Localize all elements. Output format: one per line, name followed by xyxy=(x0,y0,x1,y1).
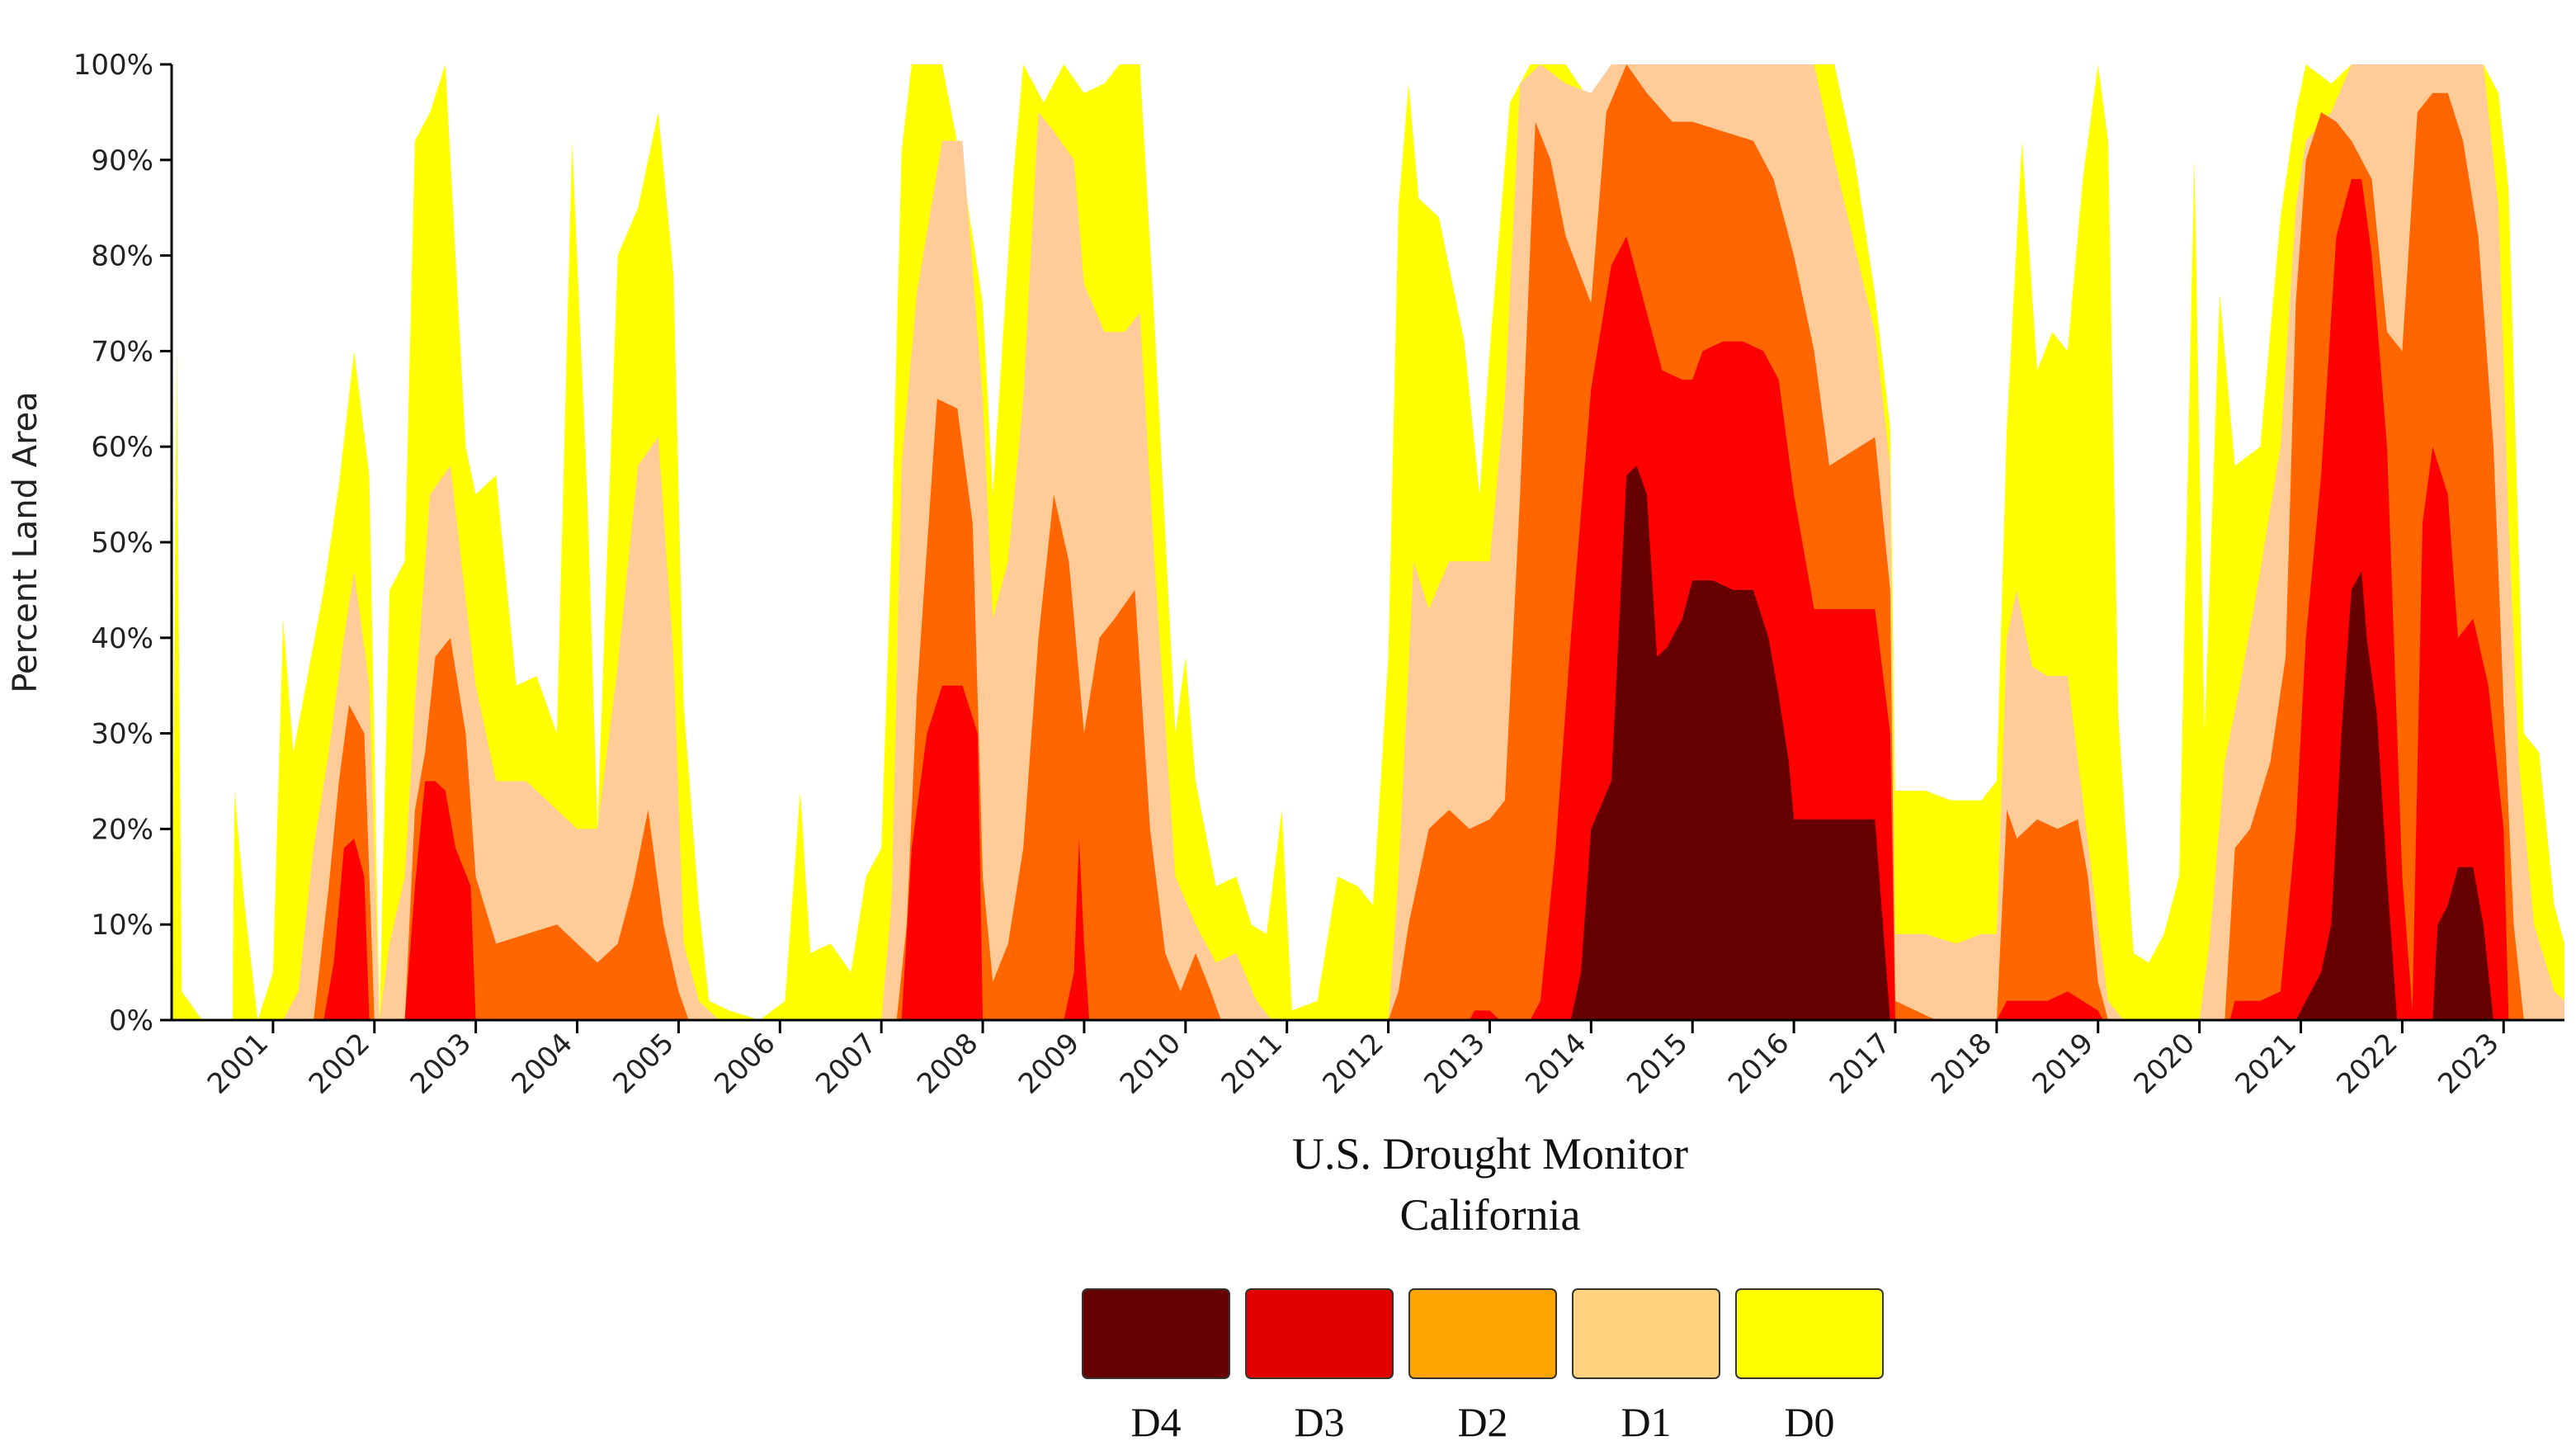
y-tick-label: 60% xyxy=(91,431,153,464)
y-tick-label: 30% xyxy=(91,718,153,751)
x-tick-label: 2021 xyxy=(2229,1027,2302,1100)
x-tick-label: 2009 xyxy=(1012,1027,1086,1100)
x-tick-label: 2019 xyxy=(2026,1027,2100,1100)
legend-swatch-d4 xyxy=(1082,1288,1230,1379)
chart-title: U.S. Drought Monitor xyxy=(1292,1129,1688,1179)
y-tick-label: 70% xyxy=(91,335,153,368)
x-tick-label: 2020 xyxy=(2128,1027,2201,1100)
x-tick-label: 2003 xyxy=(404,1027,478,1100)
legend: D4 D3 D2 D1 D0 xyxy=(1082,1288,1884,1441)
x-tick-label: 2013 xyxy=(1418,1027,1491,1100)
legend-label-d3: D3 xyxy=(1294,1399,1344,1441)
chart-subtitle: California xyxy=(1400,1190,1581,1240)
y-tick-label: 0% xyxy=(109,1004,153,1037)
y-tick-label: 20% xyxy=(91,813,153,846)
x-tick-label: 2016 xyxy=(1722,1027,1795,1100)
x-tick-label: 2023 xyxy=(2432,1027,2505,1100)
x-tick-label: 2012 xyxy=(1316,1027,1389,1100)
y-axis-label: Percent Land Area xyxy=(7,391,45,693)
x-tick-label: 2007 xyxy=(809,1027,883,1100)
x-tick-label: 2011 xyxy=(1215,1027,1289,1100)
x-ticks: 2001 2002 2003 2004 2005 2006 2007 2008 2009 2010… xyxy=(201,1020,2506,1101)
legend-swatch-d0 xyxy=(1735,1288,1884,1379)
x-tick-label: 2017 xyxy=(1823,1027,1897,1100)
y-tick-label: 80% xyxy=(91,240,153,273)
x-tick-label: 2022 xyxy=(2330,1027,2404,1100)
y-tick-label: 10% xyxy=(91,909,153,942)
x-tick-label: 2015 xyxy=(1621,1027,1694,1100)
legend-label-d4: D4 xyxy=(1130,1399,1181,1441)
x-tick-label: 2018 xyxy=(1925,1027,1998,1100)
x-tick-label: 2001 xyxy=(201,1027,275,1100)
x-tick-label: 2008 xyxy=(911,1027,984,1100)
y-tick-label: 90% xyxy=(91,144,153,177)
legend-swatch-d3 xyxy=(1245,1288,1394,1379)
y-ticks: 0% 10% 20% 30% 40% 50% 60% 70% 80% 90% 100% xyxy=(73,49,172,1037)
legend-label-d0: D0 xyxy=(1784,1399,1834,1441)
y-tick-label: 100% xyxy=(73,49,153,82)
x-tick-label: 2006 xyxy=(708,1027,781,1100)
x-tick-label: 2005 xyxy=(606,1027,680,1100)
area-d4 xyxy=(172,465,2564,1020)
area-d3 xyxy=(172,179,2564,1020)
x-tick-label: 2010 xyxy=(1114,1027,1187,1100)
x-tick-label: 2002 xyxy=(303,1027,376,1100)
legend-label-d2: D2 xyxy=(1457,1399,1507,1441)
y-tick-label: 50% xyxy=(91,527,153,560)
y-tick-label: 40% xyxy=(91,622,153,655)
legend-swatch-d2 xyxy=(1408,1288,1557,1379)
x-tick-label: 2004 xyxy=(505,1027,578,1100)
legend-swatch-d1 xyxy=(1572,1288,1720,1379)
x-tick-label: 2014 xyxy=(1519,1027,1592,1100)
area-series-group xyxy=(172,64,2564,1020)
legend-label-d1: D1 xyxy=(1621,1399,1671,1441)
